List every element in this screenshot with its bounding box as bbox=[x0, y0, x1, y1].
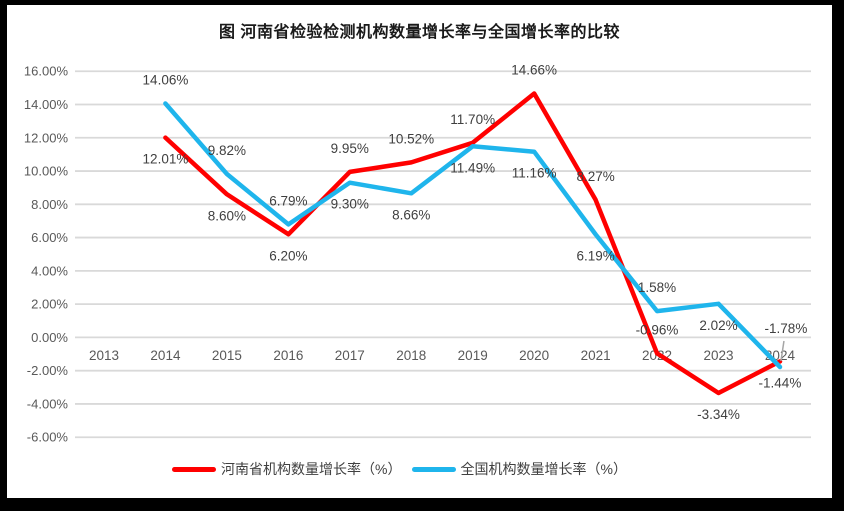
svg-text:6.19%: 6.19% bbox=[576, 248, 614, 263]
svg-text:11.70%: 11.70% bbox=[450, 112, 495, 127]
svg-text:2014: 2014 bbox=[150, 348, 181, 363]
svg-text:14.00%: 14.00% bbox=[24, 97, 69, 112]
svg-text:6.20%: 6.20% bbox=[269, 248, 307, 263]
svg-text:8.60%: 8.60% bbox=[208, 208, 246, 223]
legend-label-henan: 河南省机构数量增长率（%） bbox=[221, 461, 402, 477]
svg-text:2021: 2021 bbox=[581, 348, 611, 363]
svg-text:-0.96%: -0.96% bbox=[636, 322, 679, 337]
svg-text:-6.00%: -6.00% bbox=[27, 430, 69, 445]
svg-text:2.02%: 2.02% bbox=[699, 318, 737, 333]
svg-text:14.06%: 14.06% bbox=[143, 72, 189, 87]
svg-text:6.00%: 6.00% bbox=[31, 230, 68, 245]
svg-text:8.27%: 8.27% bbox=[576, 169, 614, 184]
chart-title: 图 河南省检验检测机构数量增长率与全国增长率的比较 bbox=[219, 24, 620, 41]
svg-text:14.66%: 14.66% bbox=[511, 63, 557, 78]
svg-text:-2.00%: -2.00% bbox=[27, 363, 69, 378]
svg-text:10.52%: 10.52% bbox=[388, 131, 434, 146]
svg-text:-3.34%: -3.34% bbox=[697, 407, 740, 422]
svg-text:8.00%: 8.00% bbox=[31, 197, 68, 212]
legend-item-national: 全国机构数量增长率（%） bbox=[411, 459, 627, 479]
svg-text:4.00%: 4.00% bbox=[31, 263, 68, 278]
svg-text:0.00%: 0.00% bbox=[31, 330, 68, 345]
svg-text:2013: 2013 bbox=[89, 348, 119, 363]
legend-label-national: 全国机构数量增长率（%） bbox=[460, 461, 627, 477]
henan-series-line-icon bbox=[172, 466, 217, 472]
svg-text:-1.44%: -1.44% bbox=[759, 375, 802, 390]
svg-text:2023: 2023 bbox=[703, 348, 733, 363]
svg-text:11.49%: 11.49% bbox=[450, 160, 495, 175]
national-series-line-icon bbox=[411, 466, 456, 472]
svg-text:2018: 2018 bbox=[396, 348, 426, 363]
svg-text:2017: 2017 bbox=[335, 348, 365, 363]
svg-text:10.00%: 10.00% bbox=[24, 164, 69, 179]
svg-text:2020: 2020 bbox=[519, 348, 549, 363]
svg-text:8.66%: 8.66% bbox=[392, 207, 430, 222]
svg-text:2.00%: 2.00% bbox=[31, 297, 68, 312]
svg-text:12.01%: 12.01% bbox=[143, 152, 189, 167]
svg-text:9.30%: 9.30% bbox=[331, 197, 369, 212]
svg-text:-4.00%: -4.00% bbox=[27, 396, 69, 411]
svg-text:9.82%: 9.82% bbox=[208, 143, 246, 158]
svg-text:1.58%: 1.58% bbox=[638, 280, 676, 295]
chart-legend: 河南省机构数量增长率（%） 全国机构数量增长率（%） bbox=[0, 459, 812, 479]
svg-text:16.00%: 16.00% bbox=[24, 64, 69, 79]
svg-text:2016: 2016 bbox=[273, 348, 303, 363]
svg-text:6.79%: 6.79% bbox=[269, 193, 307, 208]
svg-text:2019: 2019 bbox=[458, 348, 488, 363]
svg-text:9.95%: 9.95% bbox=[331, 141, 369, 156]
svg-text:2015: 2015 bbox=[212, 348, 242, 363]
svg-text:11.16%: 11.16% bbox=[512, 166, 557, 181]
chart-background bbox=[7, 5, 832, 498]
svg-text:12.00%: 12.00% bbox=[24, 130, 69, 145]
svg-text:-1.78%: -1.78% bbox=[765, 321, 808, 336]
legend-item-henan: 河南省机构数量增长率（%） bbox=[172, 459, 402, 479]
